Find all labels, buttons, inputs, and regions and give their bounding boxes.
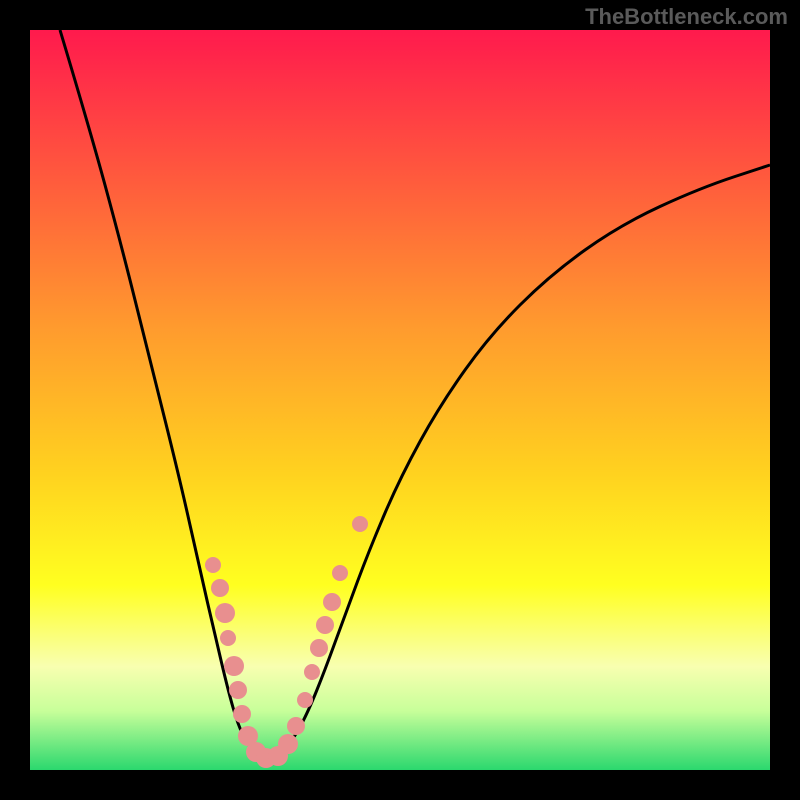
data-marker bbox=[352, 516, 368, 532]
data-marker bbox=[287, 717, 305, 735]
data-marker bbox=[220, 630, 236, 646]
data-marker bbox=[310, 639, 328, 657]
data-marker bbox=[224, 656, 244, 676]
data-marker bbox=[297, 692, 313, 708]
data-marker bbox=[304, 664, 320, 680]
data-marker bbox=[205, 557, 221, 573]
data-marker bbox=[211, 579, 229, 597]
data-marker bbox=[215, 603, 235, 623]
watermark-text: TheBottleneck.com bbox=[585, 4, 788, 30]
data-marker bbox=[229, 681, 247, 699]
chart-frame: TheBottleneck.com bbox=[0, 0, 800, 800]
data-marker bbox=[332, 565, 348, 581]
data-marker bbox=[316, 616, 334, 634]
data-marker bbox=[323, 593, 341, 611]
data-marker bbox=[278, 734, 298, 754]
bottleneck-curve bbox=[60, 30, 770, 757]
chart-overlay bbox=[0, 0, 800, 800]
data-marker bbox=[233, 705, 251, 723]
marker-group bbox=[205, 516, 368, 768]
